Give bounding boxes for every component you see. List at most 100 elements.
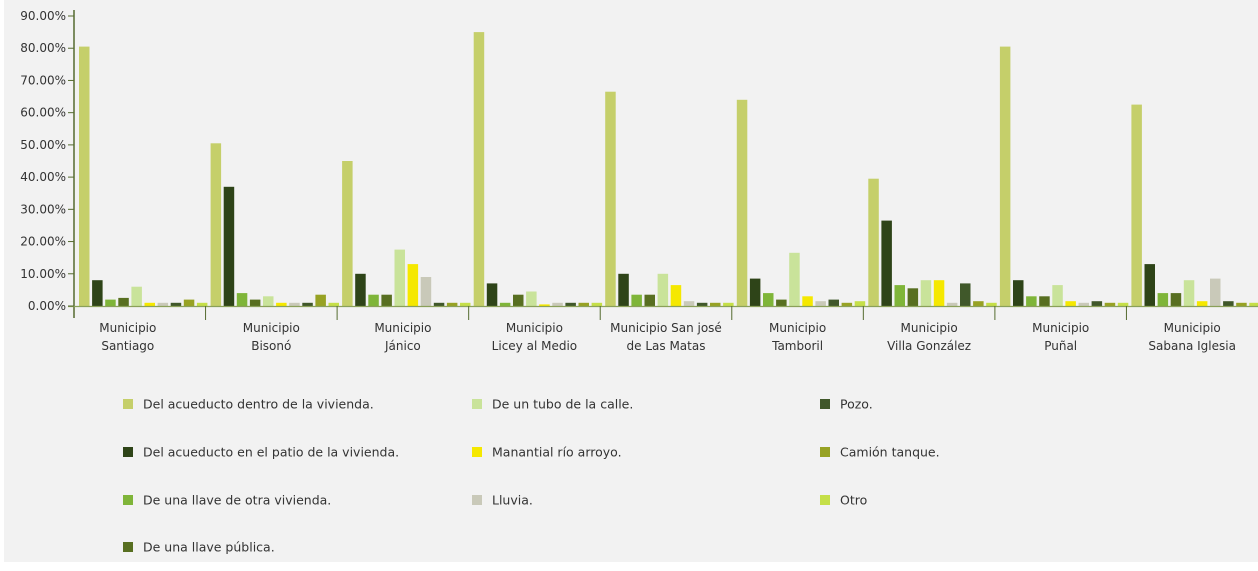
x-tick-label: Municipio — [243, 321, 300, 335]
y-tick-label: 40.00% — [20, 170, 66, 184]
axes-layer: 0.00% 10.00% 20.00% 30.00% 40.00% 50.00% 60.00… — [20, 9, 1258, 353]
bar — [276, 302, 287, 306]
bar — [263, 296, 274, 306]
bar — [315, 294, 326, 306]
bar — [999, 46, 1011, 306]
bar — [433, 302, 445, 306]
bar — [789, 252, 800, 306]
bar — [381, 294, 392, 306]
x-tick-label: Municipio — [769, 321, 826, 335]
bar — [973, 301, 984, 306]
bar — [105, 299, 116, 306]
legend-swatch — [472, 399, 482, 409]
bar — [79, 46, 90, 306]
bar — [1078, 302, 1089, 306]
bar — [815, 301, 826, 306]
bar — [565, 302, 576, 306]
x-tick-label: Villa González — [887, 339, 971, 353]
bar — [696, 302, 708, 306]
bar — [946, 302, 958, 306]
legend-swatch — [472, 495, 482, 505]
legend-label: Camión tanque. — [840, 445, 940, 460]
bars-layer — [79, 32, 1258, 306]
bar — [605, 91, 616, 306]
x-tick-label: Santiago — [101, 339, 154, 353]
bar — [578, 302, 589, 306]
bar — [670, 285, 682, 306]
bar — [539, 304, 550, 306]
bar — [618, 273, 629, 306]
bar — [131, 286, 142, 306]
bar — [841, 302, 853, 306]
legend-swatch — [123, 447, 133, 457]
legend-label: De un tubo de la calle. — [492, 397, 633, 412]
bar — [854, 301, 866, 306]
bar — [407, 264, 419, 306]
legend-swatch — [820, 399, 830, 409]
legend-swatch — [820, 447, 830, 457]
bar — [1144, 264, 1155, 306]
x-tick-label: Municipio San josé — [610, 321, 722, 335]
bar — [723, 302, 734, 306]
bar — [881, 220, 892, 306]
bar — [749, 278, 761, 306]
bar — [196, 302, 208, 306]
bar — [368, 294, 379, 306]
x-tick-label: Municipio — [1032, 321, 1089, 335]
bar — [1131, 104, 1142, 306]
bar — [552, 302, 563, 306]
x-tick-label: de Las Matas — [627, 339, 706, 353]
bar — [92, 280, 103, 306]
bar — [644, 294, 655, 306]
bar — [1249, 302, 1258, 306]
bar — [657, 273, 669, 306]
bar — [894, 285, 905, 306]
bar — [328, 302, 339, 306]
bar — [118, 297, 129, 306]
bar — [210, 143, 222, 306]
bar — [420, 277, 432, 306]
bar — [710, 302, 721, 306]
legend-swatch — [123, 542, 133, 552]
y-tick-label: 20.00% — [20, 235, 66, 249]
bar — [1183, 280, 1195, 306]
bar — [591, 302, 603, 306]
bar — [460, 302, 471, 306]
bar — [526, 291, 537, 306]
bar — [631, 294, 642, 306]
bar — [499, 302, 511, 306]
bar — [986, 302, 997, 306]
legend-label: De una llave pública. — [143, 540, 275, 555]
x-tick-label: Municipio — [506, 321, 563, 335]
bar — [394, 249, 405, 306]
legend-label: Lluvia. — [492, 493, 533, 508]
bar — [1170, 293, 1182, 306]
bar — [920, 280, 932, 306]
bar — [355, 273, 366, 306]
bar — [183, 299, 195, 306]
bar — [486, 283, 498, 306]
bar — [736, 99, 748, 306]
legend-label: Otro — [840, 493, 867, 508]
y-tick-label: 80.00% — [20, 41, 66, 55]
bar — [1091, 301, 1103, 306]
bar — [289, 302, 300, 306]
legend-label: Del acueducto en el patio de la vivienda… — [143, 445, 399, 460]
bar — [1223, 301, 1234, 306]
legend-label: Manantial río arroyo. — [492, 445, 622, 460]
bar — [1013, 280, 1024, 306]
bar — [513, 294, 524, 306]
bar — [1039, 296, 1050, 306]
bar — [249, 299, 261, 306]
legend: Del acueducto dentro de la vivienda. Del … — [123, 397, 940, 555]
bar — [933, 280, 945, 306]
legend-label: Pozo. — [840, 397, 873, 412]
bar — [868, 178, 879, 306]
bar — [157, 302, 169, 306]
bar — [446, 302, 458, 306]
y-tick-label: 60.00% — [20, 106, 66, 120]
bar — [236, 293, 248, 306]
x-tick-label: Bisonó — [251, 339, 291, 353]
legend-label: Del acueducto dentro de la vivienda. — [143, 397, 374, 412]
